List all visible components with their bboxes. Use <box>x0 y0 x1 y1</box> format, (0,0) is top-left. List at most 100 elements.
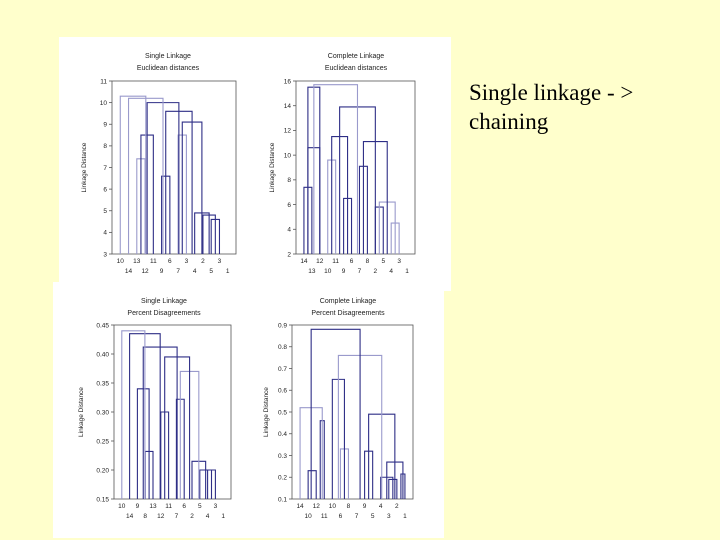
y-tick-label: 0.20 <box>96 467 109 474</box>
chart-subtitle: Percent Disagreements <box>127 310 201 317</box>
leaf-label: 11 <box>321 513 328 520</box>
dendrogram-2: Complete Linkage Euclidean distances Linka… <box>269 53 416 275</box>
leaf-label: 7 <box>176 268 180 275</box>
leaf-label: 1 <box>405 268 409 275</box>
leaf-label: 5 <box>209 268 213 275</box>
y-tick-label: 0.30 <box>96 409 109 416</box>
leaf-label: 3 <box>387 513 391 520</box>
y-tick-label: 0.45 <box>96 322 109 329</box>
plot-frame <box>111 80 237 255</box>
y-tick-label: 0.8 <box>278 344 287 351</box>
dendrogram-1: Single Linkage Euclidean distances Linkage… <box>81 53 237 275</box>
leaf-label: 6 <box>350 258 354 265</box>
dendrogram-link <box>121 330 146 499</box>
leaf-label: 7 <box>175 513 179 520</box>
leaf-label: 13 <box>308 268 316 275</box>
chart-subtitle: Percent Disagreements <box>311 310 385 317</box>
y-tick-label: 0.7 <box>278 366 287 373</box>
dendrogram-link <box>310 328 361 499</box>
leaf-label: 14 <box>300 258 308 265</box>
leaf-label: 6 <box>339 513 343 520</box>
leaf-label: 5 <box>371 513 375 520</box>
leaf-label: 10 <box>324 268 332 275</box>
leaf-label: 11 <box>332 258 339 265</box>
y-axis-label: Linkage Distance <box>78 387 85 437</box>
leaf-label: 2 <box>395 503 399 510</box>
y-tick-label: 8 <box>103 143 107 150</box>
y-tick-label: 0.40 <box>96 351 109 358</box>
leaf-label: 14 <box>126 513 134 520</box>
leaf-label: 1 <box>403 513 407 520</box>
y-axis-label: Linkage Distance <box>263 387 270 437</box>
leaf-label: 13 <box>149 503 157 510</box>
y-axis-label: Linkage Distance <box>81 142 88 192</box>
chart-subtitle: Euclidean distances <box>325 65 388 72</box>
y-tick-label: 0.5 <box>278 409 287 416</box>
chart-title: Single Linkage <box>145 53 191 60</box>
dendrogram-link <box>313 84 359 254</box>
leaf-label: 7 <box>358 268 362 275</box>
leaf-label: 11 <box>150 258 157 265</box>
leaf-label: 8 <box>366 258 370 265</box>
leaf-label: 14 <box>296 503 304 510</box>
plot-frame <box>113 324 232 500</box>
y-tick-label: 11 <box>100 78 107 85</box>
y-tick-label: 7 <box>103 165 107 172</box>
leaf-label: 8 <box>143 513 147 520</box>
leaf-label: 7 <box>355 513 359 520</box>
leaf-label: 4 <box>379 503 383 510</box>
plot-frame <box>295 80 416 255</box>
leaf-label: 13 <box>133 258 141 265</box>
figure-panel-top <box>59 37 451 291</box>
leaf-label: 6 <box>182 503 186 510</box>
leaf-label: 10 <box>117 258 125 265</box>
y-tick-label: 16 <box>284 78 292 85</box>
caption-line-2: chaining <box>469 109 549 134</box>
y-tick-label: 6 <box>103 186 107 193</box>
chart-title: Complete Linkage <box>320 298 377 305</box>
leaf-label: 9 <box>363 503 367 510</box>
y-tick-label: 0.25 <box>96 438 109 445</box>
leaf-label: 12 <box>313 503 321 510</box>
y-tick-label: 0.2 <box>278 475 287 482</box>
y-tick-label: 14 <box>284 103 292 110</box>
leaf-label: 4 <box>389 268 393 275</box>
y-tick-label: 0.3 <box>278 453 287 460</box>
leaf-label: 9 <box>136 503 140 510</box>
y-tick-label: 4 <box>287 227 291 234</box>
y-tick-label: 4 <box>103 230 107 237</box>
y-axis-label: Linkage Distance <box>269 142 276 192</box>
leaf-label: 12 <box>316 258 324 265</box>
leaf-label: 12 <box>141 268 149 275</box>
leaf-label: 2 <box>190 513 194 520</box>
y-tick-label: 3 <box>103 251 107 258</box>
y-tick-label: 0.1 <box>278 496 287 503</box>
leaf-label: 5 <box>198 503 202 510</box>
leaf-label: 5 <box>381 258 385 265</box>
leaf-label: 11 <box>165 503 172 510</box>
leaf-label: 9 <box>160 268 164 275</box>
chart-subtitle: Euclidean distances <box>137 65 200 72</box>
leaf-label: 4 <box>206 513 210 520</box>
leaf-label: 9 <box>342 268 346 275</box>
leaf-label: 2 <box>374 268 378 275</box>
leaf-label: 4 <box>193 268 197 275</box>
y-tick-label: 0.35 <box>96 380 109 387</box>
y-tick-label: 0.9 <box>278 322 287 329</box>
chart-title: Single Linkage <box>141 298 187 305</box>
chart-title: Complete Linkage <box>328 53 385 60</box>
y-tick-label: 12 <box>284 128 292 135</box>
y-tick-label: 0.4 <box>278 431 287 438</box>
y-tick-label: 0.15 <box>96 496 109 503</box>
y-tick-label: 10 <box>100 100 108 107</box>
y-tick-label: 6 <box>287 202 291 209</box>
leaf-label: 3 <box>218 258 222 265</box>
leaf-label: 3 <box>185 258 189 265</box>
dendrogram-4: Complete Linkage Percent Disagreements Lin… <box>263 298 414 520</box>
y-tick-label: 10 <box>284 152 292 159</box>
leaf-label: 1 <box>221 513 225 520</box>
leaf-label: 12 <box>157 513 165 520</box>
leaf-label: 2 <box>201 258 205 265</box>
